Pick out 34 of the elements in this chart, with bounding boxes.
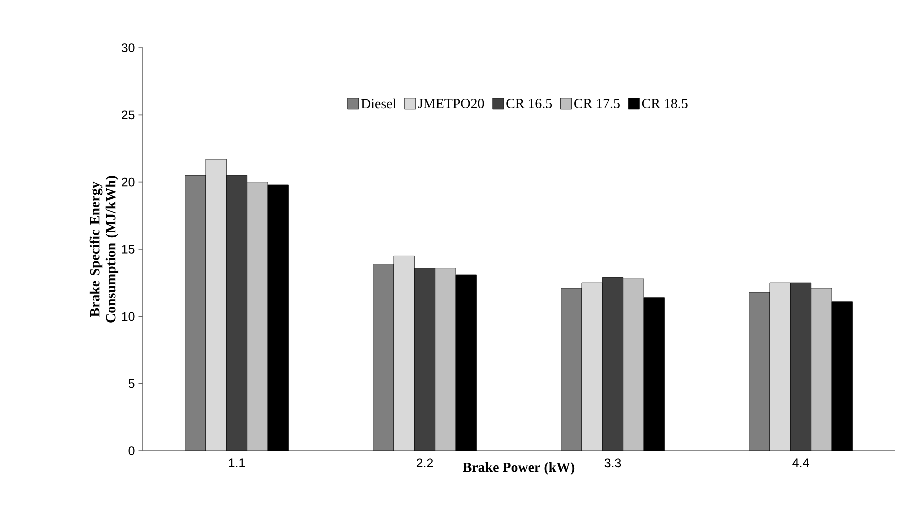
legend-label: CR 17.5 [574, 99, 620, 108]
y-tick-label: 30 [122, 44, 135, 52]
bar [790, 282, 812, 451]
bar [749, 292, 770, 451]
bar [770, 282, 791, 451]
y-tick-label: 25 [122, 110, 135, 120]
bar [206, 159, 227, 451]
bar [811, 288, 832, 451]
bar [226, 175, 248, 451]
x-tick-label: 4.4 [792, 458, 810, 468]
y-tick-label: 0 [128, 446, 135, 456]
bar [561, 288, 582, 451]
y-tick-label: 5 [128, 379, 135, 388]
legend-label: Diesel [361, 98, 396, 109]
bar [623, 278, 644, 451]
legend-label: CR 16.5 [506, 99, 552, 108]
y-tick-label: 15 [122, 245, 135, 254]
legend-label: CR 18.5 [642, 99, 688, 109]
x-axis-title: Brake Power (kW) [463, 462, 575, 476]
x-tick-label: 3.3 [604, 458, 622, 468]
x-tick-label: 2.2 [416, 458, 434, 468]
y-tick-label: 10 [122, 312, 135, 322]
bar [414, 268, 436, 451]
bar [602, 278, 624, 451]
bar [185, 175, 206, 451]
bar [247, 182, 268, 451]
bar [582, 282, 603, 451]
legend-label: JMETPO20 [418, 99, 484, 108]
y-tick-label: 20 [122, 178, 135, 187]
y-axis-title: Brake Specific Energy Consumption (MJ/kWh) [90, 176, 119, 323]
x-tick-label: 1.1 [229, 458, 246, 468]
bar [373, 264, 394, 451]
bar [394, 256, 415, 451]
bar [435, 268, 456, 451]
